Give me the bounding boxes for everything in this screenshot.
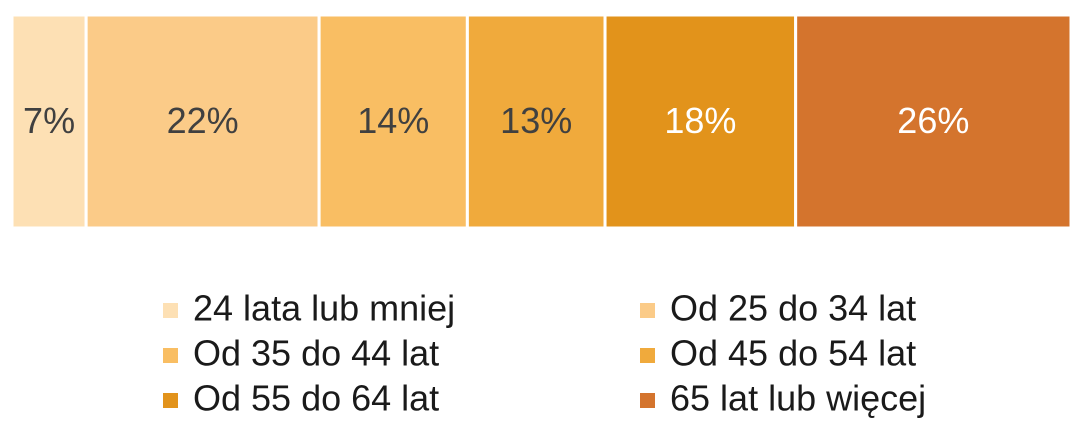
legend-label: Od 45 do 54 lat [670, 333, 916, 374]
bar-segment [794, 13, 1071, 230]
bar-segment [603, 13, 798, 230]
data-label: 13% [500, 100, 572, 141]
legend-label: Od 25 do 34 lat [670, 288, 916, 329]
legend-swatch [640, 348, 655, 363]
legend-swatch [163, 348, 178, 363]
bar-segment [317, 13, 469, 230]
legend-swatch [163, 393, 178, 408]
bar-segment [10, 13, 88, 230]
legend-swatch [163, 303, 178, 318]
legend-label: 24 lata lub mniej [193, 288, 455, 329]
legend-label: 65 lat lub więcej [670, 378, 926, 419]
legend-swatch [640, 303, 655, 318]
data-label: 18% [664, 100, 736, 141]
legend-label: Od 55 do 64 lat [193, 378, 439, 419]
data-label: 22% [167, 100, 239, 141]
data-label: 7% [23, 100, 75, 141]
legend-swatch [640, 393, 655, 408]
bar-segment [84, 13, 321, 230]
data-label: 14% [357, 100, 429, 141]
data-label: 26% [897, 100, 969, 141]
legend-label: Od 35 do 44 lat [193, 333, 439, 374]
